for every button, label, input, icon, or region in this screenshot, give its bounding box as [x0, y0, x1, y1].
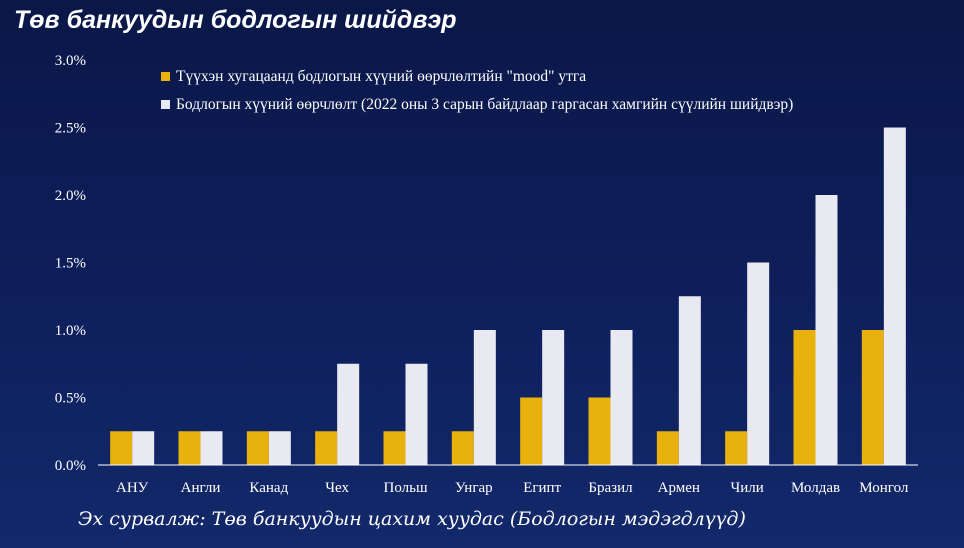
- bar-mood: [178, 431, 201, 465]
- bar-latest-change: [337, 363, 360, 465]
- x-tick-label: Канад: [249, 480, 288, 496]
- bar-latest-change: [132, 431, 155, 465]
- bar-latest-change: [542, 330, 565, 465]
- bar-mood: [725, 431, 748, 465]
- x-tick-label: Египт: [523, 480, 561, 496]
- legend: Түүхэн хугацаанд бодлогын хүүний өөрчлөл…: [161, 68, 793, 113]
- bar-mood: [656, 431, 679, 465]
- x-tick-label: Чех: [325, 480, 349, 496]
- bar-mood: [588, 397, 611, 465]
- bar-latest-change: [815, 195, 838, 465]
- bar-latest-change: [883, 127, 906, 465]
- legend-label: Түүхэн хугацаанд бодлогын хүүний өөрчлөл…: [176, 68, 586, 85]
- bar-mood: [246, 431, 269, 465]
- chart-title: Төв банкуудын бодлогын шийдвэр: [14, 6, 457, 34]
- bar-latest-change: [473, 330, 496, 465]
- y-tick-label: 0.5%: [55, 391, 86, 407]
- bar-latest-change: [405, 363, 428, 465]
- bars: [110, 127, 906, 465]
- bar-mood: [793, 330, 816, 465]
- x-tick-label: Армен: [658, 480, 700, 496]
- x-axis: АНУ Англи Канад Чех Польш Унгар Египт Бразил Арм…: [98, 464, 918, 496]
- x-tick-label: Чили: [731, 480, 764, 496]
- bar-mood: [110, 431, 133, 465]
- legend-swatch: [161, 72, 170, 81]
- bar-mood: [520, 397, 543, 465]
- y-tick-label: 2.0%: [55, 188, 86, 204]
- bar-mood: [315, 431, 338, 465]
- bar-latest-change: [610, 330, 633, 465]
- x-tick-label: АНУ: [116, 480, 149, 496]
- y-axis: 0.0% 0.5% 1.0% 1.5% 2.0% 2.5% 3.0%: [55, 53, 86, 474]
- y-tick-label: 0.0%: [55, 458, 86, 474]
- legend-swatch: [161, 100, 170, 109]
- bar-latest-change: [747, 262, 770, 465]
- bar-latest-change: [678, 296, 701, 465]
- x-tick-label: Бразил: [588, 480, 633, 496]
- x-tick-label: Польш: [383, 480, 427, 496]
- bar-mood: [451, 431, 474, 465]
- source-note: Эх сурвалж: Төв банкуудын цахим хуудас (…: [78, 508, 746, 530]
- x-tick-label: Англи: [181, 480, 221, 496]
- legend-label: Бодлогын хүүний өөрчлөлт (2022 оны 3 сар…: [176, 96, 793, 113]
- bar-mood: [383, 431, 406, 465]
- x-tick-label: Монгол: [859, 480, 909, 496]
- bar-mood: [861, 330, 884, 465]
- y-tick-label: 3.0%: [55, 53, 86, 69]
- bar-latest-change: [268, 431, 291, 465]
- bar-latest-change: [200, 431, 223, 465]
- x-tick-label: Унгар: [455, 480, 493, 496]
- y-tick-label: 1.0%: [55, 323, 86, 339]
- y-tick-label: 1.5%: [55, 256, 86, 272]
- y-tick-label: 2.5%: [55, 121, 86, 137]
- x-tick-label: Молдав: [791, 480, 840, 496]
